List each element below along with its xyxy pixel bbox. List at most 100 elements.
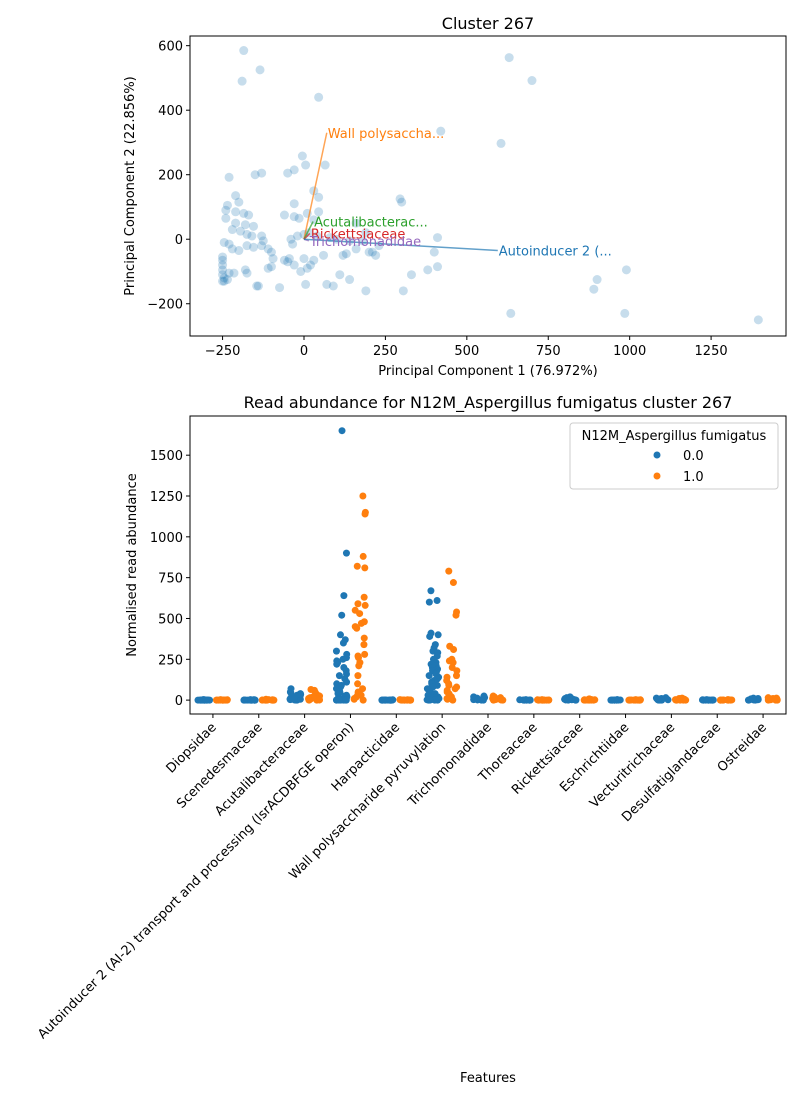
pca-point bbox=[240, 265, 250, 275]
strip-y-tick-label: 1250 bbox=[150, 490, 183, 505]
pca-point bbox=[240, 220, 250, 230]
pca-point bbox=[218, 260, 228, 270]
strip-point bbox=[443, 695, 451, 703]
loading-vector bbox=[303, 132, 328, 240]
legend-label-1: 1.0 bbox=[683, 470, 704, 485]
strip-x-tick-label: Trichomonadidae bbox=[405, 720, 495, 810]
pca-point bbox=[433, 233, 443, 243]
pca-point bbox=[302, 263, 312, 273]
strip-point bbox=[425, 672, 433, 680]
strip-point bbox=[333, 660, 341, 668]
strip-point bbox=[268, 696, 276, 704]
strip-point bbox=[220, 696, 228, 704]
pca-point bbox=[255, 65, 265, 75]
pca-point bbox=[364, 247, 374, 257]
strip-point bbox=[287, 689, 295, 697]
strip-point bbox=[452, 672, 460, 680]
pca-point bbox=[436, 126, 446, 136]
strip-y-tick-label: 500 bbox=[158, 612, 183, 627]
strip-point bbox=[361, 510, 369, 518]
strip-x-tick-label: Vecturitrichaceae bbox=[587, 720, 678, 811]
pca-point bbox=[620, 308, 630, 318]
pca-point bbox=[397, 197, 407, 207]
pca-point bbox=[309, 255, 319, 265]
abundance-strip-panel: Read abundance for N12M_Aspergillus fumi… bbox=[35, 393, 787, 1086]
pca-point bbox=[398, 286, 408, 296]
pca-point bbox=[297, 151, 307, 161]
pca-y-axis-label: Principal Component 2 (22.856%) bbox=[123, 76, 138, 296]
strip-points bbox=[194, 427, 781, 704]
strip-point bbox=[197, 696, 205, 704]
strip-y-tick-label: 750 bbox=[158, 572, 183, 587]
pca-point bbox=[306, 260, 316, 270]
pca-point bbox=[338, 250, 348, 260]
strip-point bbox=[353, 562, 361, 570]
strip-point bbox=[449, 579, 457, 587]
pca-point bbox=[229, 268, 239, 278]
strip-point bbox=[749, 694, 757, 702]
pca-point bbox=[249, 242, 259, 252]
pca-point bbox=[371, 250, 381, 260]
strip-point bbox=[451, 685, 459, 693]
pca-point bbox=[252, 281, 262, 291]
pca-y-axis-ticks: −200 0 200 400 600 bbox=[147, 40, 190, 313]
pca-point bbox=[296, 266, 306, 276]
pca-point bbox=[335, 270, 345, 280]
pca-point bbox=[341, 249, 351, 259]
strip-point bbox=[250, 696, 258, 704]
strip-point bbox=[336, 631, 344, 639]
pca-point bbox=[361, 228, 371, 238]
pca-x-tick-label: 1000 bbox=[613, 344, 646, 359]
strip-point bbox=[427, 587, 435, 595]
strip-point bbox=[355, 662, 363, 670]
pca-point bbox=[218, 265, 228, 275]
pca-point bbox=[289, 212, 299, 222]
strip-point bbox=[591, 696, 599, 704]
pca-point bbox=[222, 200, 232, 210]
strip-point bbox=[449, 696, 457, 704]
pca-point bbox=[266, 247, 276, 257]
strip-point bbox=[379, 696, 387, 704]
strip-y-axis-ticks: 0 250 500 750 1000 1250 1500 bbox=[150, 449, 190, 709]
pca-x-tick-label: 250 bbox=[373, 344, 398, 359]
pca-point bbox=[218, 252, 228, 262]
strip-x-tick-label: Ostreidae bbox=[715, 720, 770, 775]
pca-point bbox=[309, 215, 319, 225]
strip-point bbox=[359, 696, 367, 704]
pca-x-tick-label: 1250 bbox=[695, 344, 728, 359]
strip-point bbox=[338, 611, 346, 619]
strip-point bbox=[434, 631, 442, 639]
strip-point bbox=[356, 610, 364, 618]
pca-plot-frame bbox=[189, 35, 787, 337]
pca-point bbox=[319, 250, 329, 260]
pca-y-tick-label: 400 bbox=[158, 104, 183, 119]
pca-point bbox=[234, 246, 244, 256]
pca-point bbox=[242, 241, 252, 251]
strip-point bbox=[387, 696, 395, 704]
strip-point bbox=[342, 696, 350, 704]
pca-point bbox=[235, 226, 245, 236]
pca-point bbox=[237, 76, 247, 86]
pca-point bbox=[218, 270, 228, 280]
pca-point bbox=[286, 234, 296, 244]
strip-point bbox=[426, 696, 434, 704]
strip-point bbox=[564, 696, 572, 704]
pca-point bbox=[244, 210, 254, 220]
pca-point bbox=[224, 172, 234, 182]
pca-biplot-panel: Cluster 267 Wall polysaccha... Acutalibac… bbox=[123, 14, 787, 379]
strip-point bbox=[491, 694, 499, 702]
strip-point bbox=[540, 696, 548, 704]
pca-point bbox=[249, 221, 259, 231]
pca-point bbox=[429, 247, 439, 257]
pca-point bbox=[345, 275, 355, 285]
pca-point bbox=[219, 276, 229, 286]
pca-point bbox=[345, 236, 355, 246]
loading-vector bbox=[303, 232, 311, 240]
strip-point bbox=[545, 696, 553, 704]
pca-point bbox=[257, 231, 267, 241]
strip-point bbox=[214, 696, 222, 704]
pca-point bbox=[753, 315, 763, 325]
strip-title: Read abundance for N12M_Aspergillus fumi… bbox=[244, 393, 733, 413]
loading-vector-label: Autoinducer 2 (... bbox=[499, 245, 612, 260]
